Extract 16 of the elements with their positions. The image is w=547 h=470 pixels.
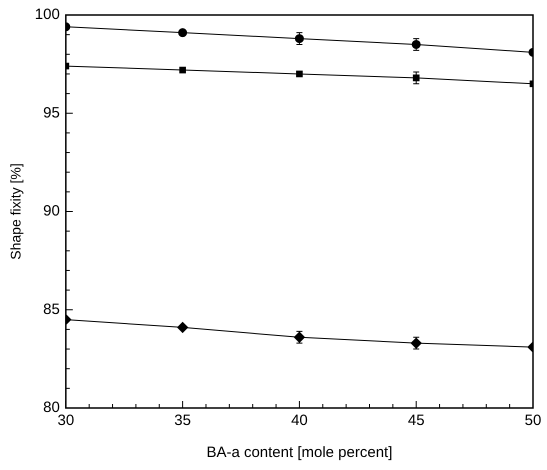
x-tick-label: 35 — [174, 412, 191, 430]
y-tick-label: 85 — [43, 300, 60, 318]
point — [296, 70, 303, 78]
y-tick-label: 90 — [43, 202, 60, 220]
x-tick-label: 50 — [524, 412, 542, 430]
y-axis-title: Shape fixity [%] — [7, 163, 24, 260]
y-tick-label: 80 — [43, 399, 60, 416]
x-tick-label: 45 — [408, 412, 425, 430]
point — [178, 28, 188, 38]
point — [177, 322, 188, 333]
point — [179, 66, 186, 74]
x-axis-title: BA-a content [mole percent] — [206, 444, 392, 462]
x-tick-label: 30 — [57, 412, 74, 430]
y-tick-label: 95 — [43, 104, 60, 122]
y-tick-label: 100 — [34, 6, 60, 24]
x-tick-label: 40 — [291, 412, 308, 430]
